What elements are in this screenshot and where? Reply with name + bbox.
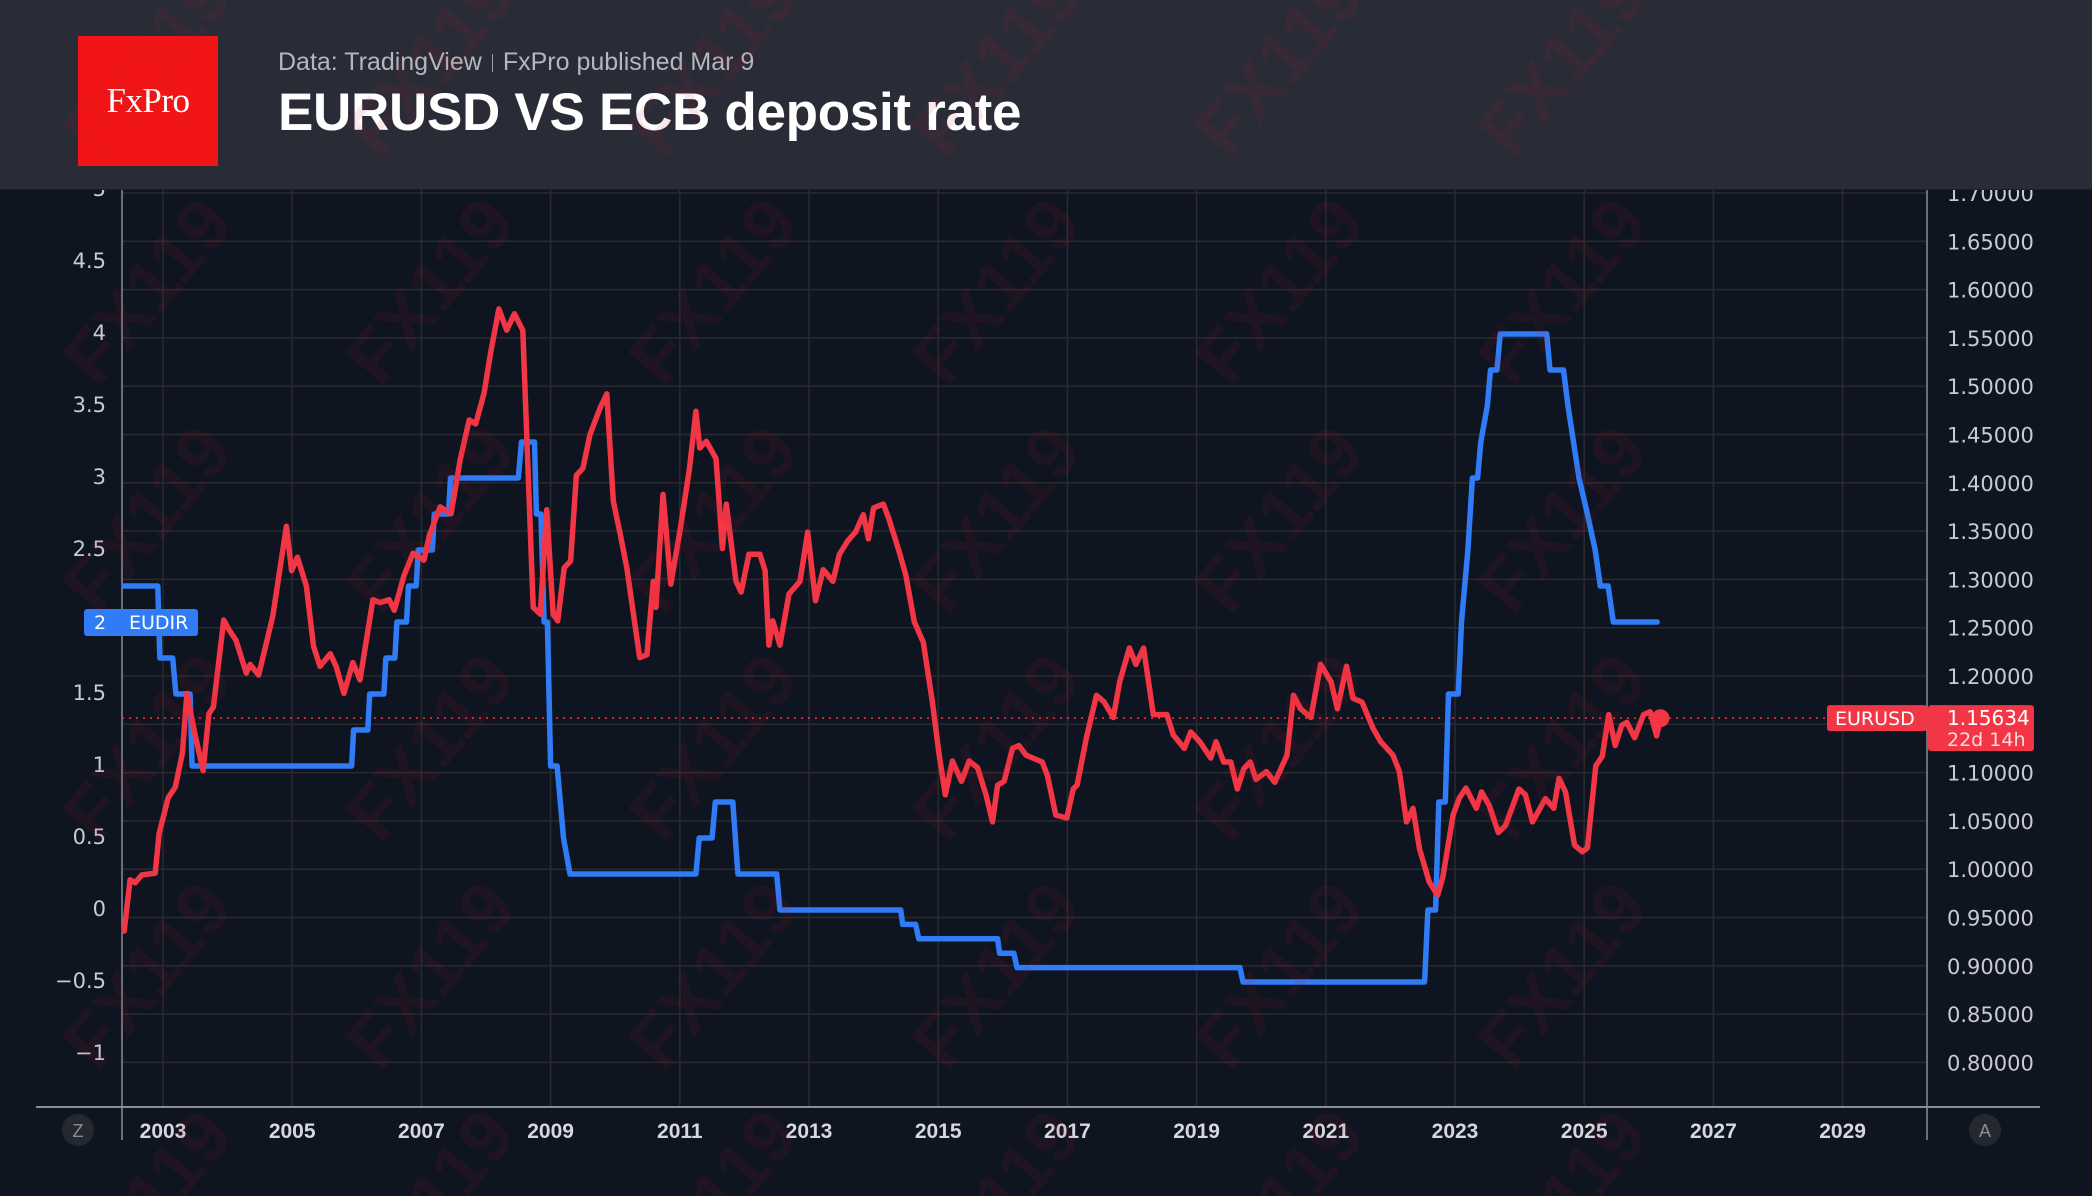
x-axis-tick: 2007 — [398, 1120, 445, 1143]
x-axis-tick: 2017 — [1044, 1120, 1091, 1143]
x-axis-tick: 2021 — [1302, 1120, 1349, 1143]
separator — [491, 53, 493, 72]
right-axis-tick: 0.85000 — [1947, 1003, 2034, 1027]
right-axis-tick: 1.25000 — [1947, 617, 2034, 641]
right-axis-tick: 1.60000 — [1947, 279, 2034, 303]
eurusd-badge-countdown: 22d 14h — [1947, 729, 2026, 751]
right-axis-tick: 1.40000 — [1947, 472, 2034, 496]
x-axis-tick: 2029 — [1819, 1120, 1866, 1143]
eurusd-badge-name: EURUSD — [1835, 708, 1915, 730]
chart-header: FxPro Data: TradingView FxPro published … — [0, 0, 2092, 190]
log-scale-button[interactable]: Z — [62, 1114, 94, 1146]
right-axis-tick: 1.00000 — [1947, 858, 2034, 882]
x-axis-tick: 2019 — [1173, 1120, 1220, 1143]
x-axis-tick: 2013 — [786, 1120, 833, 1143]
x-axis-tick: 2003 — [140, 1120, 187, 1143]
svg-text:Z: Z — [73, 1121, 84, 1141]
left-axis-tick: 0.5 — [73, 825, 106, 849]
right-axis-tick: 1.10000 — [1947, 762, 2034, 786]
left-axis-tick: 1 — [93, 753, 106, 777]
eurusd-badge-price: 1.15634 — [1947, 706, 2030, 730]
fxpro-logo: FxPro — [78, 36, 218, 166]
plot-series — [121, 306, 1927, 985]
left-axis-tick: 0 — [93, 897, 106, 921]
publisher-line: FxPro published Mar 9 — [502, 48, 755, 76]
left-axis-tick: 2.5 — [73, 537, 106, 561]
right-axis-tick: 1.45000 — [1947, 424, 2034, 448]
chart-title: EURUSD VS ECB deposit rate — [278, 83, 1022, 142]
gridlines — [122, 189, 1927, 1107]
x-axis-tick: 2023 — [1432, 1120, 1479, 1143]
eudir-line[interactable] — [121, 331, 1660, 985]
logo-text: FxPro — [106, 81, 190, 120]
right-axis-tick: 0.95000 — [1947, 907, 2034, 931]
eurusd-last-point[interactable] — [1651, 709, 1670, 728]
auto-scale-button[interactable]: A — [1969, 1114, 2001, 1146]
eudir-badge[interactable]: 2 EUDIR — [84, 609, 198, 636]
left-axis-tick: 4.5 — [73, 249, 106, 273]
eudir-badge-value: 2 — [94, 612, 106, 634]
right-axis-tick: 1.20000 — [1947, 665, 2034, 689]
x-axis-tick: 2015 — [915, 1120, 962, 1143]
right-axis-tick: 0.80000 — [1947, 1051, 2034, 1075]
left-axis-tick: −1 — [75, 1041, 106, 1065]
right-axis-tick: 0.90000 — [1947, 955, 2034, 979]
left-axis-tick: 3 — [93, 465, 106, 489]
left-axis-tick: −0.5 — [55, 969, 106, 993]
left-axis-tick: 1.5 — [73, 681, 106, 705]
chart-subtitle: Data: TradingView FxPro published Mar 9 — [278, 48, 754, 77]
right-axis-tick: 1.35000 — [1947, 520, 2034, 544]
left-axis-tick: 4 — [93, 321, 106, 345]
right-axis-tick: 1.30000 — [1947, 568, 2034, 592]
right-axis-tick: 1.65000 — [1947, 230, 2034, 254]
eudir-badge-name: EUDIR — [129, 612, 188, 634]
x-axis-tick: 2005 — [269, 1120, 316, 1143]
x-axis-tick: 2025 — [1561, 1120, 1608, 1143]
data-source: Data: TradingView — [278, 48, 482, 76]
x-axis-tick: 2009 — [527, 1120, 574, 1143]
eurusd-line[interactable] — [121, 306, 1664, 934]
right-axis-tick: 1.50000 — [1947, 375, 2034, 399]
right-axis-tick: 1.55000 — [1947, 327, 2034, 351]
right-axis-tick: 1.05000 — [1947, 810, 2034, 834]
svg-text:A: A — [1979, 1121, 1991, 1141]
x-axis-tick: 2027 — [1690, 1120, 1737, 1143]
left-axis-tick: 3.5 — [73, 393, 106, 417]
axes: 1.700001.650001.600001.550001.500001.450… — [36, 177, 2040, 1146]
x-axis-tick: 2011 — [657, 1120, 703, 1143]
